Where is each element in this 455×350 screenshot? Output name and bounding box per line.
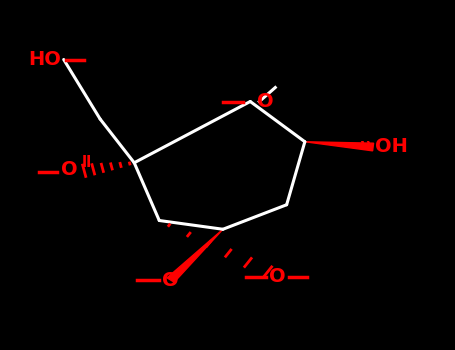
Polygon shape [305,142,374,151]
Text: ν: ν [360,138,371,153]
Text: O: O [162,271,179,289]
Text: HO: HO [29,50,61,69]
Text: O: O [257,92,274,111]
Polygon shape [167,229,223,282]
Text: OH: OH [375,138,408,156]
Text: O: O [269,267,286,286]
Text: ll: ll [82,155,92,170]
Text: O: O [61,160,77,179]
